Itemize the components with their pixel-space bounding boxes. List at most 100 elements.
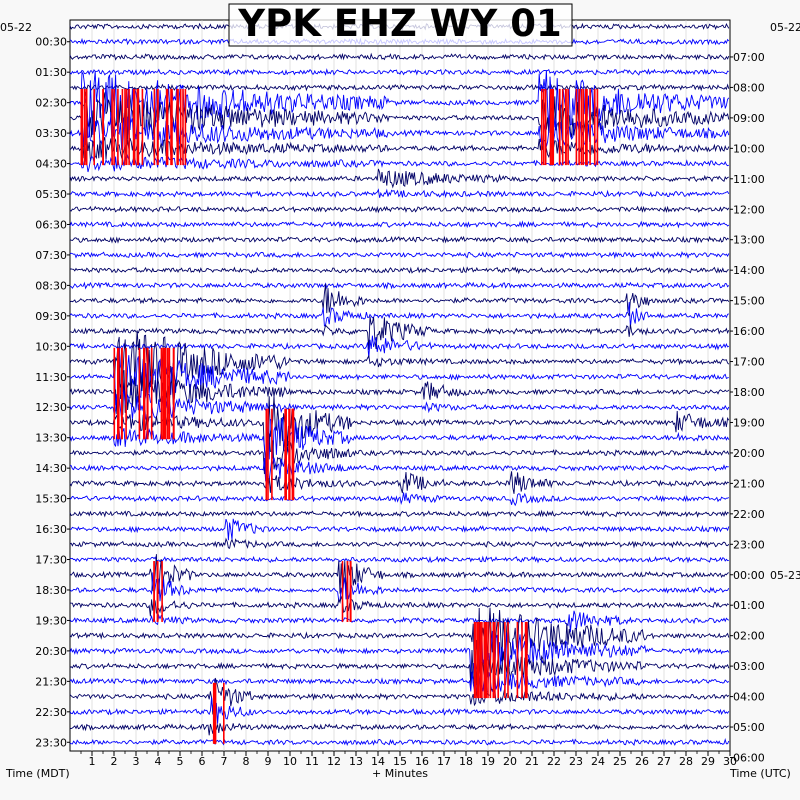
right-time-label: 07:00	[733, 51, 765, 64]
seismic-trace	[70, 722, 730, 736]
left-time-label: 14:30	[35, 462, 67, 475]
right-time-labels: 07:00 08:00 09:00 10:00 11:00 12:00 13:00 14:00…	[730, 51, 800, 765]
x-tick-label: 14	[371, 755, 385, 768]
left-time-label: 11:30	[35, 371, 67, 384]
right-time-label: 09:00	[733, 112, 765, 125]
left-date-label: 05-22	[0, 21, 32, 34]
seismic-trace	[69, 188, 730, 199]
seismic-trace	[69, 626, 730, 679]
x-label-left: Time (MDT)	[5, 767, 70, 780]
seismic-trace	[69, 518, 730, 541]
x-tick-label: 18	[459, 755, 473, 768]
seismic-trace	[69, 114, 730, 151]
seismic-trace	[69, 205, 730, 214]
seismic-trace	[69, 220, 730, 229]
x-tick-label: 28	[679, 755, 693, 768]
seismic-trace	[69, 70, 730, 139]
seismic-trace	[69, 412, 730, 469]
x-axis-ticks: 1 2 3 4 5 6 7 8 9 10 11 12 13 14 15 16 17 18 19 20 21 22 23 24 2…	[80, 751, 737, 768]
x-tick-label: 21	[525, 755, 539, 768]
right-time-label: 22:00	[733, 508, 765, 521]
right-time-label: 08:00	[733, 81, 765, 94]
seismic-trace	[69, 251, 730, 260]
seismic-trace	[69, 554, 730, 595]
left-time-label: 00:30	[35, 36, 67, 49]
left-time-label: 08:30	[35, 279, 67, 292]
seismic-trace	[69, 389, 730, 423]
right-time-label: 12:00	[733, 203, 765, 216]
seismic-trace	[69, 471, 730, 494]
left-time-label: 05:30	[35, 188, 67, 201]
seismic-trace	[69, 671, 730, 695]
left-time-label: 10:30	[35, 340, 67, 353]
seismic-trace	[69, 492, 730, 507]
seismic-trace	[69, 83, 730, 92]
right-date-change-label: 05-23	[770, 569, 800, 582]
left-time-label: 21:30	[35, 675, 67, 688]
seismic-trace	[69, 301, 729, 328]
x-tick-label: 6	[199, 755, 206, 768]
x-tick-label: 20	[503, 755, 517, 768]
left-time-label: 19:30	[35, 614, 67, 627]
right-time-label: 06:00	[733, 752, 765, 765]
left-time-label: 07:30	[35, 249, 67, 262]
right-time-label: 13:00	[733, 234, 765, 247]
x-tick-label: 25	[613, 755, 627, 768]
seismic-trace	[69, 649, 730, 687]
seismic-trace	[69, 610, 730, 633]
left-time-label: 03:30	[35, 127, 67, 140]
seismic-trace	[69, 595, 730, 617]
title-box: YPK EHZ WY 01	[228, 2, 573, 47]
left-time-label: 13:30	[35, 432, 67, 445]
x-tick-label: 16	[415, 755, 429, 768]
seismic-trace	[69, 395, 730, 462]
seismic-trace	[69, 68, 729, 77]
seismic-trace	[69, 737, 730, 746]
left-time-label: 22:30	[35, 706, 67, 719]
x-tick-label: 5	[177, 755, 184, 768]
seismic-trace	[69, 607, 730, 671]
right-time-label: 01:00	[733, 599, 765, 612]
x-tick-label: 27	[657, 755, 671, 768]
x-tick-label: 12	[327, 755, 341, 768]
right-time-label: 00:00	[733, 569, 765, 582]
right-time-label: 10:00	[733, 142, 765, 155]
right-date-label: 05-22	[770, 21, 800, 34]
seismic-trace	[69, 283, 730, 317]
seismic-trace	[69, 677, 730, 715]
x-tick-label: 15	[393, 755, 407, 768]
left-time-label: 04:30	[35, 158, 67, 171]
right-time-label: 05:00	[733, 721, 765, 734]
left-time-label: 02:30	[35, 97, 67, 110]
x-label-right: Time (UTC)	[729, 767, 791, 780]
left-time-label: 23:30	[35, 736, 67, 749]
seismic-trace	[69, 235, 730, 244]
seismic-trace	[69, 154, 730, 173]
left-time-label: 15:30	[35, 493, 67, 506]
x-tick-label: 7	[221, 755, 228, 768]
left-time-label: 18:30	[35, 584, 67, 597]
seismic-trace	[69, 431, 730, 475]
right-time-label: 15:00	[733, 295, 765, 308]
x-tick-label: 4	[155, 755, 162, 768]
seismic-trace	[69, 370, 730, 415]
seismic-trace	[69, 555, 729, 564]
x-tick-label: 8	[243, 755, 250, 768]
seismic-trace	[69, 52, 730, 62]
chart-title: YPK EHZ WY 01	[237, 2, 561, 45]
x-tick-label: 11	[305, 755, 319, 768]
right-time-label: 17:00	[733, 356, 765, 369]
seismic-trace	[69, 335, 730, 359]
right-time-label: 11:00	[733, 173, 765, 186]
seismic-trace	[69, 330, 730, 400]
x-tick-label: 9	[265, 755, 272, 768]
title-background	[228, 3, 573, 47]
x-tick-label: 10	[283, 755, 297, 768]
seismic-trace	[69, 457, 729, 482]
right-time-label: 23:00	[733, 538, 765, 551]
right-time-label: 02:00	[733, 630, 765, 643]
left-time-label: 01:30	[35, 66, 67, 79]
left-time-labels: 00:30 01:30 02:30 03:30 04:30 05:30 06:30 07:30…	[35, 36, 70, 749]
seismic-trace	[69, 347, 729, 406]
